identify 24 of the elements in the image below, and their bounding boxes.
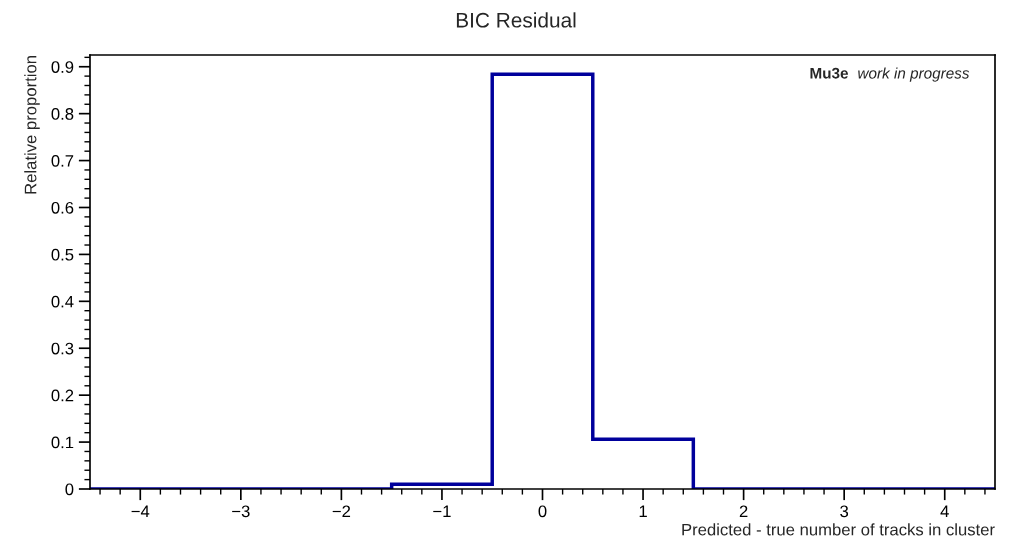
x-tick-label: −1 (433, 505, 451, 518)
y-tick-label: 0.4 (51, 295, 74, 308)
x-tick-label: 3 (840, 505, 849, 518)
y-tick-label: 0.1 (51, 436, 74, 449)
y-tick-label: 0.8 (51, 108, 74, 120)
y-axis-title: Relative proportion (24, 56, 40, 194)
x-tick-label: 2 (739, 505, 748, 518)
y-tick-label: 0.3 (51, 342, 74, 355)
x-axis-title: Predicted - true number of tracks in cluster (682, 523, 995, 536)
annotation: Mu3e (810, 67, 849, 79)
y-tick-label: 0 (65, 483, 74, 496)
x-tick-label: −4 (131, 505, 150, 518)
y-tick-label: 0.7 (51, 154, 74, 167)
x-tick-label: 0 (538, 505, 547, 518)
x-tick-label: −2 (332, 505, 351, 518)
y-tick-label: 0.9 (51, 61, 74, 73)
x-tick-label: −3 (232, 505, 250, 518)
annotation: work in progress (858, 67, 970, 82)
chart-title: BIC Residual (456, 12, 576, 28)
y-tick-label: 0.6 (51, 201, 74, 214)
y-tick-label: 0.5 (51, 248, 74, 261)
y-tick-label: 0.2 (51, 389, 74, 402)
x-tick-label: 4 (940, 505, 949, 518)
x-tick-label: 1 (639, 505, 647, 518)
